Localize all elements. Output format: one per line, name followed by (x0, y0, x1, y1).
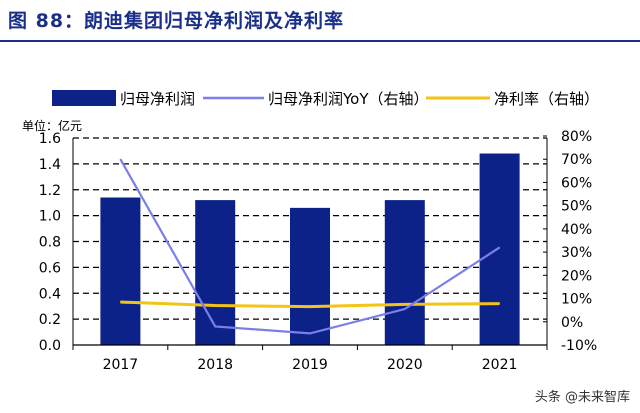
y-tick-label: 1.2 (39, 183, 61, 199)
point (119, 301, 121, 303)
point (499, 246, 501, 248)
point (404, 303, 406, 305)
legend-label: 归母净利润YoY（右轴） (268, 90, 429, 108)
y-tick-label: 0.8 (39, 235, 61, 251)
point (309, 306, 311, 308)
y2-tick-label: 40% (561, 222, 592, 238)
point (214, 325, 216, 327)
point (214, 305, 216, 307)
x-tick-label: 2020 (387, 357, 423, 373)
legend-label: 净利率（右轴） (494, 90, 599, 108)
y2-tick-label: -10% (561, 338, 597, 354)
y2-tick-label: 80% (561, 129, 592, 145)
x-tick-label: 2021 (482, 357, 518, 373)
y2-tick-label: 70% (561, 152, 592, 168)
y-tick-label: 1.6 (39, 131, 61, 147)
y2-tick-label: 10% (561, 292, 592, 308)
y-tick-label: 1.0 (39, 209, 61, 225)
y-tick-label: 0.4 (39, 286, 61, 302)
y-tick-label: 1.4 (39, 157, 61, 173)
y2-tick-label: 0% (561, 315, 583, 331)
figure-title: 图 88：朗迪集团归母净利润及净利率 (8, 10, 345, 32)
y-tick-label: 0.2 (39, 312, 61, 328)
watermark: 头条 @未来智库 (534, 390, 630, 405)
x-tick-label: 2018 (197, 357, 233, 373)
point (119, 158, 121, 160)
legend-label: 归母净利润 (120, 90, 195, 108)
x-tick-label: 2019 (292, 357, 328, 373)
bar-2020 (384, 200, 425, 345)
point (309, 332, 311, 334)
y-tick-label: 0.6 (39, 260, 61, 276)
y2-tick-label: 60% (561, 175, 592, 191)
point (499, 303, 501, 305)
bar-2021 (479, 153, 520, 345)
y2-tick-label: 20% (561, 268, 592, 284)
unit-label: 单位：亿元 (22, 118, 82, 133)
y-tick-label: 0.0 (39, 338, 61, 354)
x-tick-label: 2017 (103, 357, 139, 373)
y2-tick-label: 50% (561, 199, 592, 215)
title-divider (0, 40, 640, 42)
point (404, 308, 406, 310)
bar-2019 (290, 207, 330, 345)
legend-swatch-bar (52, 90, 116, 106)
y2-tick-label: 30% (561, 245, 592, 261)
bar-2018 (195, 200, 236, 345)
bar-2017 (100, 197, 141, 345)
